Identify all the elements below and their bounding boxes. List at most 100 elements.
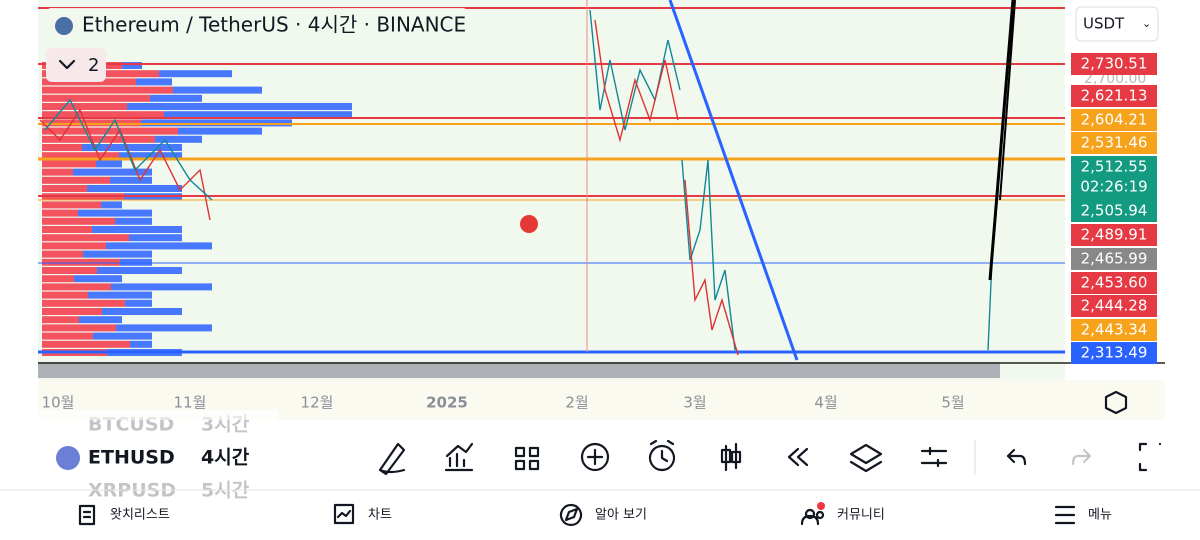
- profile-bar: [92, 226, 182, 233]
- price-label-bg: [1071, 200, 1157, 222]
- time-label: 3월: [683, 394, 706, 412]
- symbol[interactable]: ETHUSD: [88, 447, 175, 469]
- header-box: [46, 8, 468, 42]
- profile-bar: [101, 201, 122, 209]
- price-label-bg: [1071, 85, 1157, 107]
- chevron: [58, 59, 76, 70]
- price-label-bg: [1071, 156, 1157, 200]
- nav-icon[interactable]: [559, 503, 583, 527]
- profile-bar: [42, 209, 78, 217]
- profile-bar: [141, 119, 292, 127]
- indicator-count: 2: [88, 55, 99, 76]
- profile-bar: [42, 226, 92, 233]
- price-label: 2,512.55: [1081, 158, 1148, 176]
- price-label-bg: [1071, 319, 1157, 341]
- profile-bar: [42, 267, 97, 274]
- price-label: 2,505.94: [1081, 202, 1148, 220]
- redo-tool[interactable]: [1071, 448, 1092, 466]
- time-label: 5월: [941, 394, 964, 412]
- profile-bar: [155, 135, 202, 143]
- nav-icon[interactable]: [1054, 505, 1076, 525]
- profile-bar: [129, 234, 182, 242]
- price-label: 2,730.51: [1081, 55, 1148, 73]
- profile-bar: [42, 299, 125, 307]
- layout-tool[interactable]: [514, 446, 540, 471]
- profile-bar: [42, 103, 127, 110]
- volume-bars: [38, 362, 1000, 378]
- profile-bar: [136, 78, 172, 86]
- trend-line: [668, 0, 799, 361]
- profile-bar: [78, 209, 152, 217]
- interval[interactable]: 4시간: [201, 447, 250, 469]
- profile-bar: [110, 176, 152, 184]
- nav-icon[interactable]: [333, 503, 355, 525]
- nav-label[interactable]: 커뮤니티: [837, 508, 885, 523]
- price-label: 2,313.49: [1081, 344, 1148, 362]
- price-label-bg: [1071, 132, 1157, 154]
- replay-tool[interactable]: [787, 447, 809, 467]
- profile-bar: [42, 258, 120, 266]
- profile-bar: [42, 324, 116, 332]
- profile-bar: [42, 152, 119, 160]
- nav-label[interactable]: 차트: [368, 508, 392, 523]
- profile-bar: [125, 299, 152, 307]
- profile-bar: [88, 291, 152, 299]
- eth-logo: [56, 446, 80, 470]
- price-label: 2,453.60: [1081, 274, 1148, 292]
- price-label-bg: [1071, 342, 1157, 364]
- profile-bar: [164, 111, 352, 119]
- profile-bar: [178, 127, 262, 135]
- alarm-icon[interactable]: [520, 215, 538, 233]
- time-label: 10월: [42, 394, 75, 412]
- price-label-bg: [1071, 109, 1157, 131]
- profile-bar: [96, 160, 122, 168]
- profile-bar: [42, 135, 155, 143]
- currency: USDT: [1083, 15, 1125, 33]
- undo-tool[interactable]: [1006, 448, 1027, 466]
- price-label: 2,443.34: [1081, 321, 1148, 339]
- currency-select[interactable]: [1075, 6, 1159, 42]
- notification-dot: [817, 502, 825, 510]
- volume-profile: [42, 62, 352, 356]
- fullscreen-tool[interactable]: [1138, 442, 1162, 472]
- price-label-bg: [1071, 53, 1157, 75]
- indicator-toggle[interactable]: [46, 48, 106, 82]
- profile-bar: [87, 185, 182, 192]
- price-label-bg: [1071, 272, 1157, 294]
- bar-style-tool[interactable]: [720, 442, 742, 472]
- trend-line: [999, 0, 1016, 201]
- profile-bar: [42, 86, 173, 94]
- settings-tool[interactable]: [920, 446, 948, 468]
- nav-icon[interactable]: [78, 504, 96, 526]
- profile-bar: [42, 144, 82, 151]
- nav-label[interactable]: 메뉴: [1088, 508, 1112, 523]
- profile-bar: [42, 283, 111, 291]
- dropdown-arrow: ⌄: [1142, 17, 1151, 30]
- add-tool[interactable]: [580, 442, 610, 472]
- price-label: 2,531.46: [1081, 134, 1148, 152]
- time-label: 2025: [426, 394, 468, 412]
- price-label-bg: [1071, 224, 1157, 246]
- profile-bar: [42, 168, 73, 176]
- profile-bar: [119, 152, 182, 160]
- profile-bar: [120, 258, 152, 266]
- layers-tool[interactable]: [849, 443, 883, 473]
- profile-bar: [150, 94, 202, 102]
- chart-area: [38, 0, 1065, 380]
- nav-icon[interactable]: [800, 508, 825, 526]
- nav-label[interactable]: 알아 보기: [595, 508, 647, 523]
- price-label: 2,465.99: [1081, 250, 1148, 268]
- profile-bar: [93, 332, 152, 340]
- profile-bar: [42, 234, 129, 242]
- profile-bar: [42, 275, 74, 283]
- settings-icon[interactable]: [1104, 390, 1128, 415]
- draw-tool[interactable]: [378, 442, 406, 476]
- profile-bar: [42, 111, 164, 119]
- time-label: 2월: [565, 394, 588, 412]
- countdown: 02:26:19: [1080, 178, 1147, 196]
- profile-bar: [42, 119, 141, 127]
- indicators-tool[interactable]: [444, 442, 474, 472]
- alert-tool[interactable]: [648, 439, 676, 472]
- nav-label[interactable]: 왓치리스트: [110, 508, 170, 523]
- price-label-bg: [1071, 295, 1157, 317]
